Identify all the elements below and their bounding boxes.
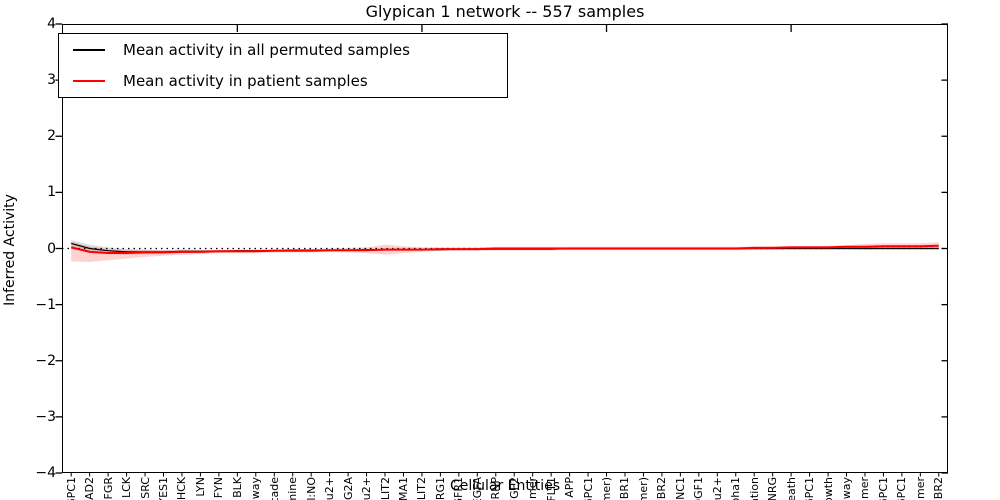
legend-label-patient: Mean activity in patient samples [123,71,368,90]
y-tick-label: −4 [35,465,56,481]
y-tick-label: 4 [47,16,56,32]
x-axis-title: Cellular Entities [449,478,561,494]
chart-title: Glypican 1 network -- 557 samples [365,2,645,21]
permuted-line-swatch [73,49,105,52]
y-axis-title: Inferred Activity [2,194,18,306]
y-tick-label: −2 [35,352,56,369]
plot-area [55,23,948,477]
y-tick-label: −3 [35,408,56,425]
y-tick-label: 3 [47,72,56,89]
legend-label-permuted: Mean activity in all permuted samples [123,41,410,60]
patient-line-swatch [73,79,105,82]
y-tick-label: 2 [47,128,56,145]
y-tick-label: −1 [35,296,56,313]
legend-item-permuted: Mean activity in all permuted samples [59,36,507,64]
band-1 [71,241,939,262]
y-tick-label: 1 [47,184,56,201]
y-tick-label: 0 [47,240,56,257]
legend: Mean activity in all permuted samples Me… [58,33,508,98]
series-line-1 [70,244,939,254]
legend-item-patient: Mean activity in patient samples [59,67,507,95]
